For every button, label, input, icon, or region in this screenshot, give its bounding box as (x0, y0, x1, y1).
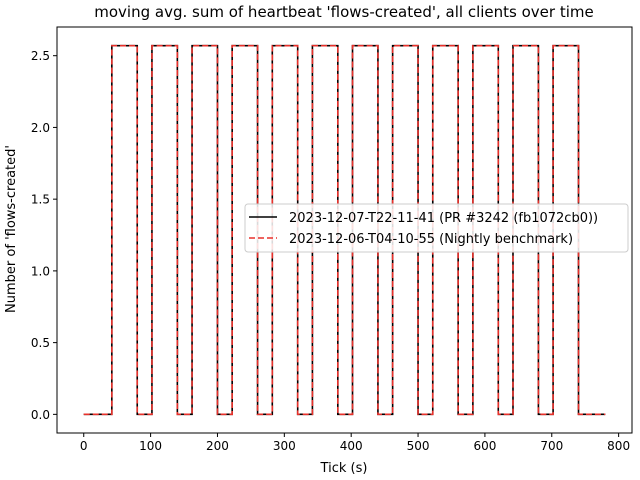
plot-area (56, 26, 633, 434)
y-tick-label: 1.0 (31, 264, 50, 278)
x-axis-ticks: 0 100 200 300 400 500 600 700 800 (80, 433, 630, 453)
x-tick-label: 0 (80, 439, 88, 453)
series-line-2 (83, 44, 606, 416)
x-tick-label: 500 (407, 439, 430, 453)
plot-frame (56, 26, 633, 434)
x-axis-label: Tick (s) (320, 461, 368, 476)
legend: 2023-12-07-T22-11-41 (PR #3242 (fb1072cb… (244, 203, 629, 253)
x-tick-label: 200 (206, 439, 229, 453)
y-tick-label: 2.5 (31, 49, 50, 63)
y-tick-label: 2.0 (31, 121, 50, 135)
x-tick-label: 400 (340, 439, 363, 453)
chart-title: moving avg. sum of heartbeat 'flows-crea… (94, 3, 593, 21)
x-tick-label: 600 (473, 439, 496, 453)
legend-frame (244, 203, 629, 253)
legend-label-series-2: 2023-12-06-T04-10-55 (Nightly benchmark) (289, 232, 573, 247)
y-tick-label: 1.5 (31, 193, 50, 207)
x-tick-label: 300 (273, 439, 296, 453)
y-tick-label: 0.0 (31, 408, 50, 422)
legend-label-series-1: 2023-12-07-T22-11-41 (PR #3242 (fb1072cb… (289, 211, 598, 226)
y-tick-label: 0.5 (31, 336, 50, 350)
y-axis-ticks: 0.0 0.5 1.0 1.5 2.0 2.5 (31, 49, 57, 422)
x-tick-label: 800 (607, 439, 630, 453)
x-tick-label: 700 (540, 439, 563, 453)
x-tick-label: 100 (139, 439, 162, 453)
y-axis-label: Number of 'flows-created' (4, 145, 19, 313)
